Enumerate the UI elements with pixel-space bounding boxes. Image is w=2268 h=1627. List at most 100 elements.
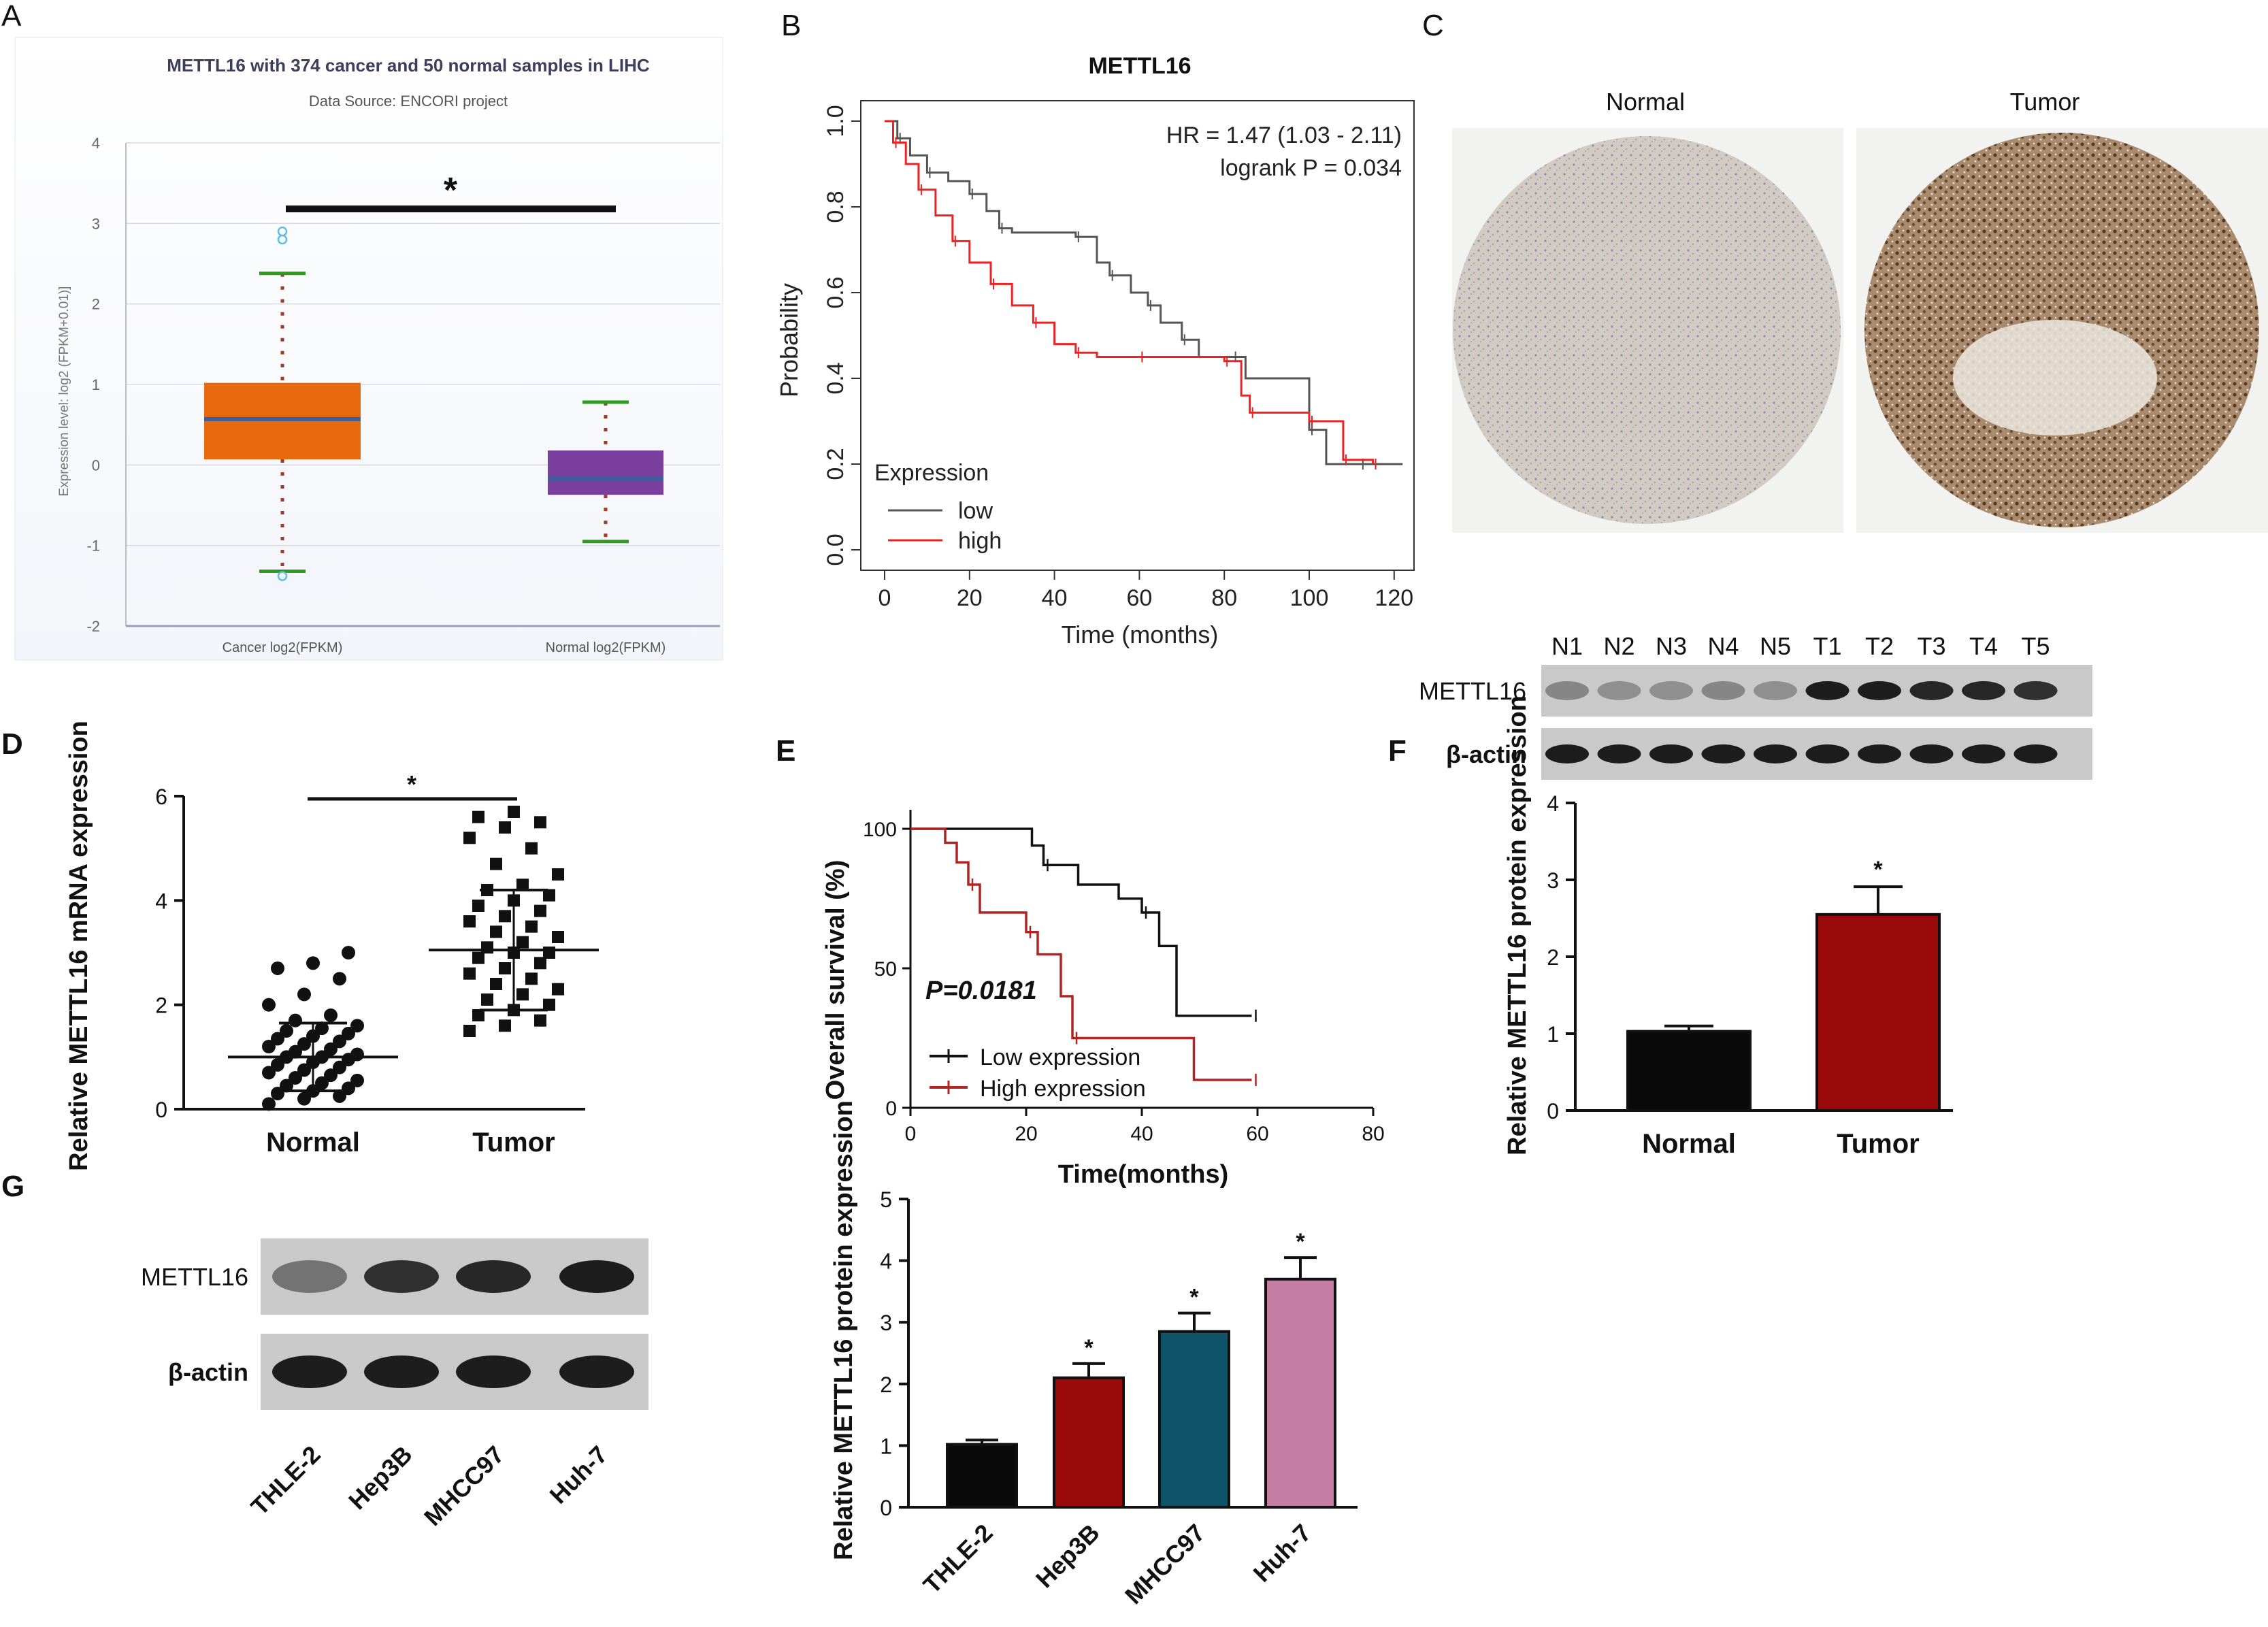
data-point-normal-22 [262, 1040, 276, 1053]
blot-lane-label-5: T1 [1813, 632, 1841, 660]
significance-star-3: * [1296, 1229, 1305, 1255]
significance-star-2: * [1189, 1285, 1199, 1311]
data-point-tumor-13 [534, 957, 546, 970]
data-point-normal-30 [350, 1019, 364, 1033]
blot-band-0-3 [1701, 681, 1745, 700]
panel-g-ylabel: Relative METTL16 protein expression [829, 1100, 858, 1560]
panel-c-tumor-label: Tumor [2010, 88, 2080, 116]
blot-lane-label-3: Huh-7 [544, 1441, 613, 1509]
bar-Huh-7 [1264, 1277, 1336, 1509]
data-point-tumor-30 [552, 868, 564, 881]
panel-e-ylabel: Overall survival (%) [821, 860, 850, 1100]
panel-e-legend-low-label: Low expression [980, 1045, 1140, 1070]
blot-band-1-6 [1858, 744, 1901, 763]
blot-lane-label-3: N4 [1707, 632, 1739, 660]
data-point-tumor-16 [543, 947, 555, 959]
data-point-normal-6 [280, 1079, 293, 1093]
data-point-tumor-22 [463, 915, 476, 927]
panel-label-e: E [776, 734, 795, 768]
data-point-tumor-12 [499, 962, 511, 974]
y-tick-label-2: 2 [92, 296, 100, 313]
data-point-normal-33 [262, 998, 276, 1012]
data-point-tumor-6 [481, 993, 493, 1006]
blot-band-0-2 [456, 1260, 531, 1293]
y-tick-label-1: 50 [874, 958, 897, 981]
significance-star: * [444, 171, 458, 210]
significance-star-1: * [1084, 1335, 1094, 1361]
data-point-tumor-5 [543, 998, 555, 1011]
data-point-normal-36 [271, 962, 284, 975]
panel-c-normal-label: Normal [1606, 88, 1685, 116]
panel-b-title: METTL16 [1088, 53, 1191, 79]
data-point-tumor-10 [525, 972, 538, 985]
panel-b-hr-text: HR = 1.47 (1.03 - 2.11) [1166, 122, 1402, 148]
y-tick-label-3: 0.6 [823, 276, 849, 308]
data-point-tumor-18 [516, 936, 529, 949]
data-point-tumor-23 [499, 910, 511, 923]
y-tick-label-5: -1 [86, 538, 100, 555]
data-point-tumor-0 [463, 1025, 476, 1037]
panel-a-ylabel: Expression level: log2 (FPKM+0.01)] [57, 286, 71, 497]
y-tick-label-4: 0.8 [823, 191, 849, 223]
y-tick-label-0: 0 [885, 1098, 897, 1120]
y-tick-label-1: 1 [1547, 1022, 1559, 1047]
x-tick-label-1: 20 [1015, 1123, 1037, 1145]
blot-band-0-6 [1858, 681, 1901, 700]
y-tick-label-5: 1.0 [823, 105, 849, 137]
blot-lane-label-2: N3 [1656, 632, 1687, 660]
y-tick-label-1: 2 [155, 993, 167, 1018]
y-tick-label-3: 3 [880, 1311, 892, 1335]
data-point-tumor-25 [472, 900, 484, 912]
data-point-normal-8 [350, 1073, 364, 1087]
y-tick-label-2: 100 [863, 819, 897, 841]
data-point-tumor-1 [499, 1019, 511, 1032]
data-point-tumor-17 [481, 941, 493, 954]
blot-lane-label-9: T5 [2021, 632, 2050, 660]
y-tick-label-1: 3 [92, 215, 100, 232]
blot-band-1-1 [1597, 744, 1641, 763]
y-tick-label-4: 4 [1547, 791, 1559, 816]
data-point-normal-7 [315, 1076, 329, 1090]
data-point-normal-38 [342, 946, 355, 959]
blot-band-1-0 [1545, 744, 1589, 763]
x-tick-label-0: 0 [905, 1123, 917, 1145]
x-category-label-1: Tumor [472, 1128, 555, 1157]
data-point-tumor-35 [534, 816, 546, 829]
data-point-normal-24 [333, 1034, 346, 1049]
bar-THLE-2 [946, 1443, 1018, 1509]
data-point-normal-31 [289, 1013, 302, 1028]
panel-d-ylabel: Relative METTL16 mRNA expression [65, 721, 93, 1171]
panel-a-boxplot: METTL16 with 374 cancer and 50 normal sa… [14, 37, 723, 661]
y-tick-label-3: 3 [1547, 868, 1559, 893]
y-tick-label-2: 2 [1547, 945, 1559, 970]
data-point-normal-19 [350, 1047, 364, 1062]
data-point-tumor-14 [472, 951, 484, 964]
panel-g-western-blot: METTL16 β-actin THLE-2 Hep3B MHCC97 Huh-7 [141, 1238, 648, 1531]
data-point-tumor-8 [552, 983, 564, 996]
blot-lane-label-0: THLE-2 [246, 1441, 326, 1521]
x-tick-label-4: 80 [1211, 585, 1237, 611]
data-point-normal-28 [280, 1024, 293, 1038]
x-category-label-1: Hep3B [1030, 1519, 1105, 1594]
bar-Hep3B [1053, 1376, 1125, 1509]
panel-label-a: A [1, 0, 22, 33]
data-point-normal-27 [342, 1026, 355, 1040]
blot-row-label-1: β-actin [1446, 740, 1526, 768]
blot-band-0-7 [1909, 681, 1954, 700]
panel-d-plot-area: 0 2 4 6 Normal Tumor * [155, 770, 599, 1157]
box-outlier-0-1 [277, 234, 288, 245]
data-point-normal-10 [324, 1068, 338, 1083]
data-point-tumor-37 [508, 806, 520, 818]
data-point-normal-25 [271, 1032, 284, 1046]
data-point-normal-32 [324, 1008, 338, 1022]
blot-row-label-0: METTL16 [1419, 677, 1526, 705]
panel-e-xlabel: Time(months) [1058, 1160, 1229, 1189]
blot-band-0-4 [1754, 681, 1797, 700]
y-tick-label-2: 4 [155, 889, 167, 913]
blot-band-0-5 [1805, 681, 1850, 700]
y-tick-label-5: 5 [880, 1187, 892, 1212]
data-point-normal-12 [297, 1063, 311, 1077]
y-tick-label-0: 0 [880, 1496, 892, 1520]
data-point-tumor-2 [534, 1014, 546, 1027]
